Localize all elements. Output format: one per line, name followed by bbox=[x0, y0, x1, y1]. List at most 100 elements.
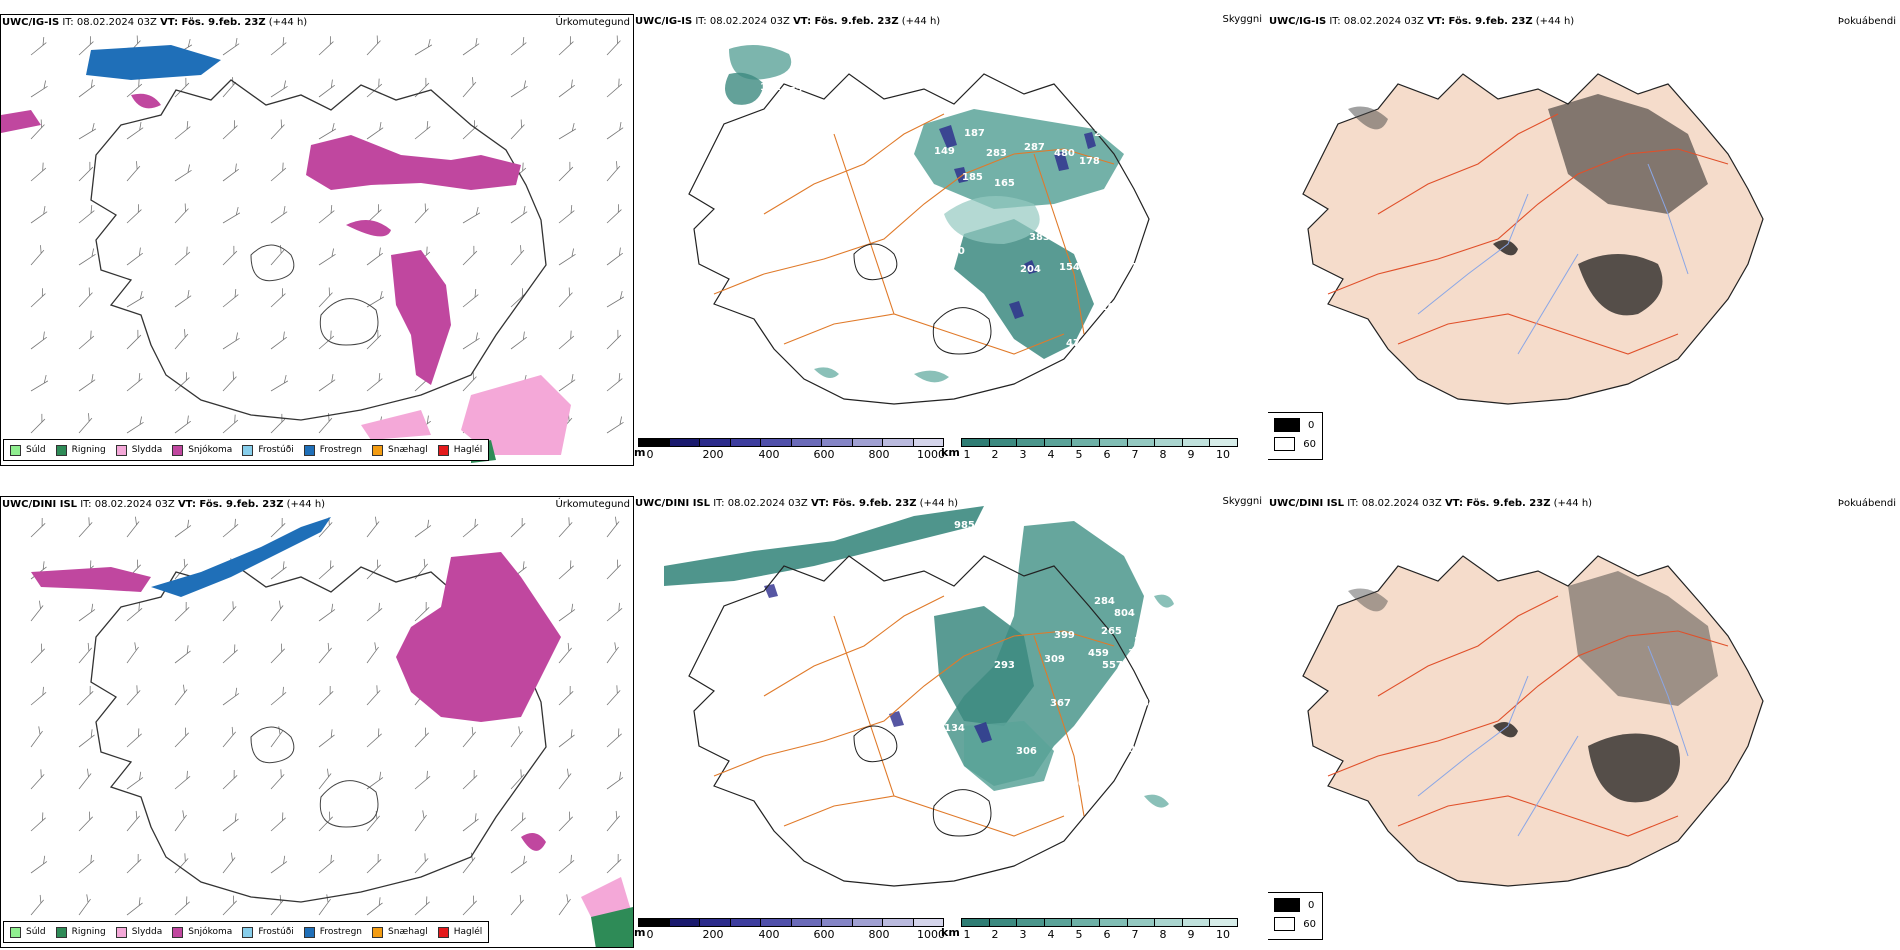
wind-barb bbox=[366, 854, 382, 874]
legend-item: Snæhagl bbox=[372, 444, 428, 456]
wind-barb bbox=[414, 203, 429, 224]
wind-barb bbox=[414, 727, 429, 748]
wind-barb bbox=[222, 518, 239, 538]
cloud-base-label: 600 bbox=[1064, 778, 1085, 789]
wind-barb bbox=[606, 642, 619, 664]
road-network bbox=[1327, 113, 1729, 355]
wind-barb bbox=[606, 161, 621, 182]
legend-item: Slydda bbox=[115, 444, 162, 456]
cloud-base-label: 210 bbox=[1114, 744, 1135, 755]
wind-barb bbox=[30, 37, 47, 56]
wind-barb bbox=[318, 287, 333, 308]
height-colorbar-ticks: 0 200 400 600 800 1000 bbox=[638, 927, 946, 941]
tick-label: 1000 bbox=[917, 928, 945, 941]
tick-label: 2 bbox=[991, 448, 999, 461]
cloud-visibility-panel-row1: 985 284 804 265 313 315 359 459 557 399 … bbox=[634, 496, 1268, 948]
height-colorbar-ticks: 0 200 400 600 800 1000 bbox=[638, 447, 946, 461]
wind-barb bbox=[558, 517, 573, 538]
panel-title: UWC/DINI ISL IT: 08.02.2024 03Z VT: Fös.… bbox=[635, 498, 959, 509]
precip-area-snow bbox=[346, 220, 391, 237]
tick-label: 10 bbox=[1216, 448, 1230, 461]
wind-barb bbox=[414, 853, 429, 874]
wind-barb bbox=[270, 374, 289, 392]
wind-barb bbox=[30, 80, 48, 98]
wind-barb bbox=[558, 248, 576, 266]
wind-barb bbox=[174, 372, 190, 392]
wind-barb bbox=[318, 248, 336, 266]
wind-barb bbox=[222, 852, 236, 874]
cloud-area bbox=[1144, 794, 1169, 808]
wind-barb bbox=[414, 38, 433, 56]
height-unit: m bbox=[634, 446, 646, 459]
wind-barbs bbox=[30, 35, 625, 434]
precip-area-snow bbox=[31, 567, 151, 592]
wind-barb bbox=[510, 518, 526, 538]
tick-label: 6 bbox=[1103, 928, 1111, 941]
tick-label: 200 bbox=[702, 448, 724, 461]
wind-barb bbox=[414, 770, 431, 790]
wind-barb bbox=[78, 330, 95, 350]
panel-product-title: Úrkomutegund bbox=[555, 499, 630, 510]
road-network bbox=[713, 113, 1115, 355]
tick-label: 5 bbox=[1075, 448, 1083, 461]
legend-item: Frostregn bbox=[303, 444, 362, 456]
cloud-base-label: 367 bbox=[1050, 698, 1071, 709]
wind-barb bbox=[126, 771, 144, 790]
wind-barb bbox=[78, 517, 93, 538]
wind-barb bbox=[78, 642, 92, 664]
cloud-base-label: 410 bbox=[1094, 302, 1115, 313]
wind-barb bbox=[558, 560, 574, 580]
legend-item: Snæhagl bbox=[372, 926, 428, 938]
height-colorbar: 0 200 400 600 800 1000 bbox=[638, 918, 946, 941]
cloud-base-label: 399 bbox=[1054, 630, 1075, 641]
wind-barb bbox=[222, 37, 240, 56]
wind-barb bbox=[78, 729, 95, 748]
wind-barb bbox=[270, 119, 285, 140]
wind-barb bbox=[558, 373, 576, 392]
tick-label: 0 bbox=[646, 928, 654, 941]
wind-barb bbox=[174, 246, 191, 266]
legend-swatch bbox=[172, 926, 184, 938]
wind-barb bbox=[30, 331, 47, 350]
wind-barb bbox=[606, 810, 620, 832]
wind-barb bbox=[462, 518, 479, 538]
panel-product-title: Skyggni bbox=[1222, 496, 1262, 507]
wind-barb bbox=[606, 290, 625, 308]
wind-barb bbox=[558, 122, 577, 140]
cloud-base-label: 452 bbox=[782, 86, 803, 97]
legend-swatch bbox=[372, 444, 384, 456]
tick-label: 10 bbox=[1216, 928, 1230, 941]
wind-barb bbox=[462, 852, 476, 874]
wind-barb bbox=[462, 245, 478, 266]
wind-barb bbox=[606, 329, 622, 350]
legend-item: Haglél bbox=[437, 926, 482, 938]
wind-barb bbox=[270, 643, 285, 664]
wind-barb bbox=[126, 247, 143, 266]
wind-barb bbox=[318, 36, 334, 56]
wind-barb bbox=[174, 164, 192, 182]
river-network bbox=[1417, 645, 1689, 837]
wind-barb bbox=[126, 642, 139, 664]
fog-map-row1 bbox=[1302, 555, 1764, 887]
wind-barb bbox=[558, 36, 574, 56]
wind-barb bbox=[606, 121, 624, 140]
wind-barb bbox=[126, 373, 143, 392]
wind-barb bbox=[510, 769, 525, 790]
cloud-base-label: 431 bbox=[1094, 760, 1115, 771]
precip-area-slydda bbox=[461, 375, 571, 455]
visibility-colorbar-ticks: 1 2 3 4 5 6 7 8 9 10 bbox=[961, 927, 1238, 941]
cloud-area bbox=[934, 606, 1034, 726]
wind-barb bbox=[222, 414, 239, 434]
legend-item: Snjókoma bbox=[172, 926, 232, 938]
wind-barb bbox=[30, 374, 49, 392]
tick-label: 400 bbox=[758, 928, 780, 941]
wind-barb bbox=[174, 519, 192, 538]
cloud-area bbox=[725, 72, 764, 105]
wind-barb bbox=[222, 770, 238, 790]
tick-label: 3 bbox=[1019, 928, 1027, 941]
wind-barb bbox=[270, 37, 287, 56]
visibility-colorbar: 1 2 3 4 5 6 7 8 9 10 bbox=[961, 918, 1238, 941]
legend-swatch bbox=[303, 444, 315, 456]
legend-swatch bbox=[303, 926, 315, 938]
wind-barb bbox=[558, 287, 573, 308]
